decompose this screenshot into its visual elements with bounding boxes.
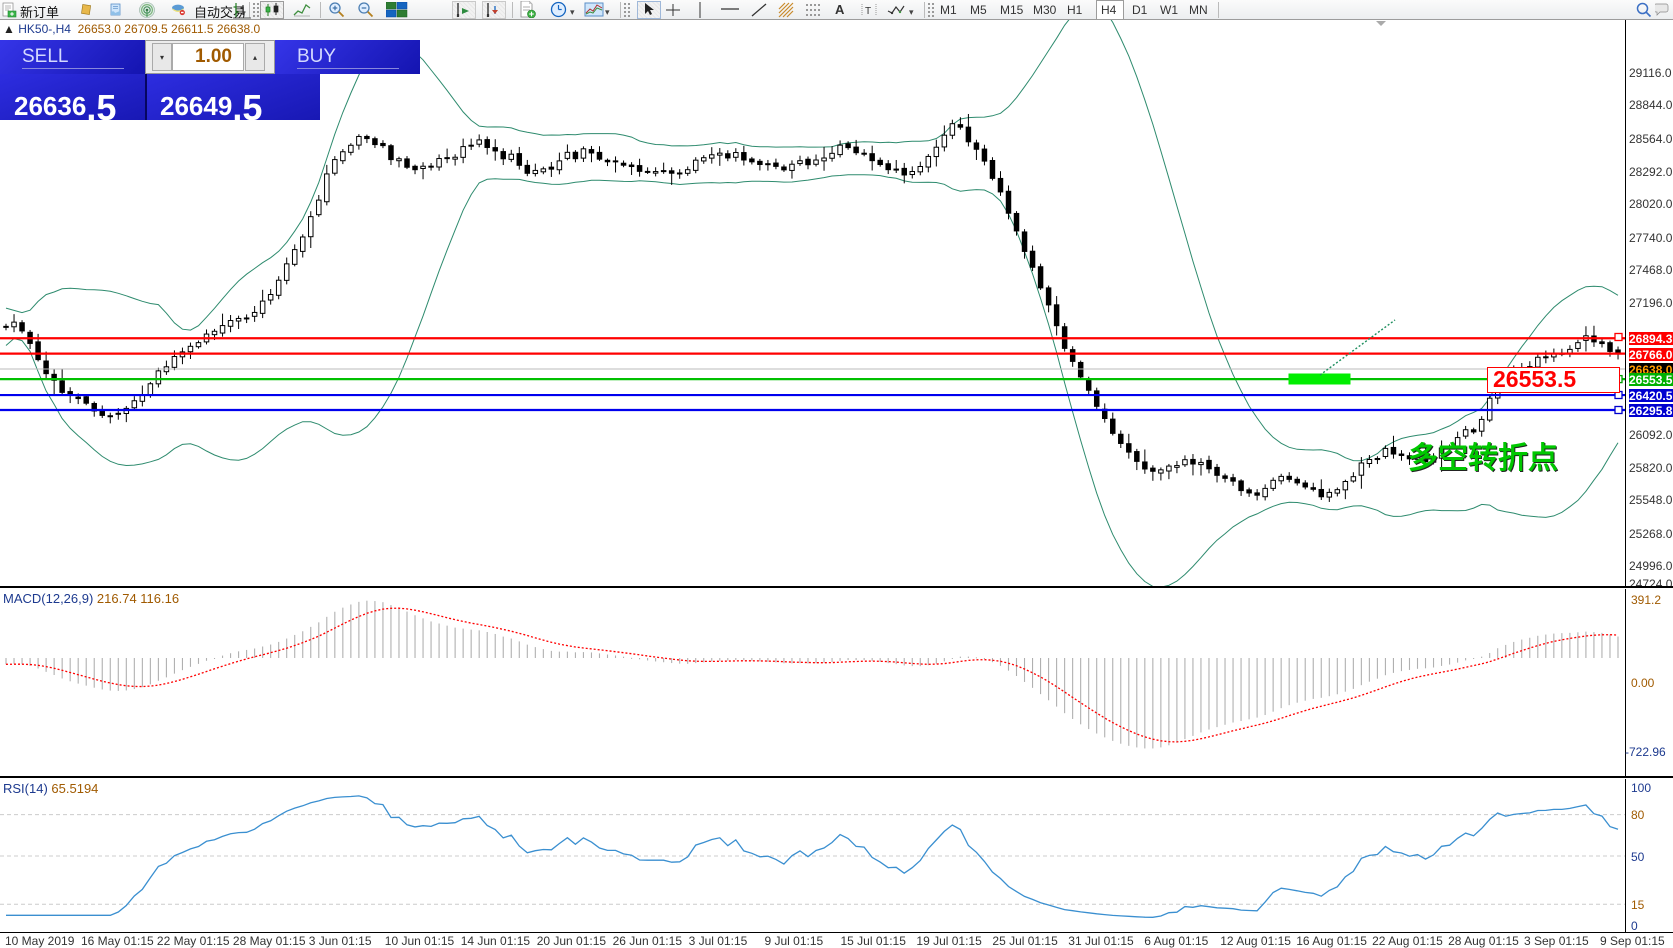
svg-text:T: T — [865, 6, 871, 17]
